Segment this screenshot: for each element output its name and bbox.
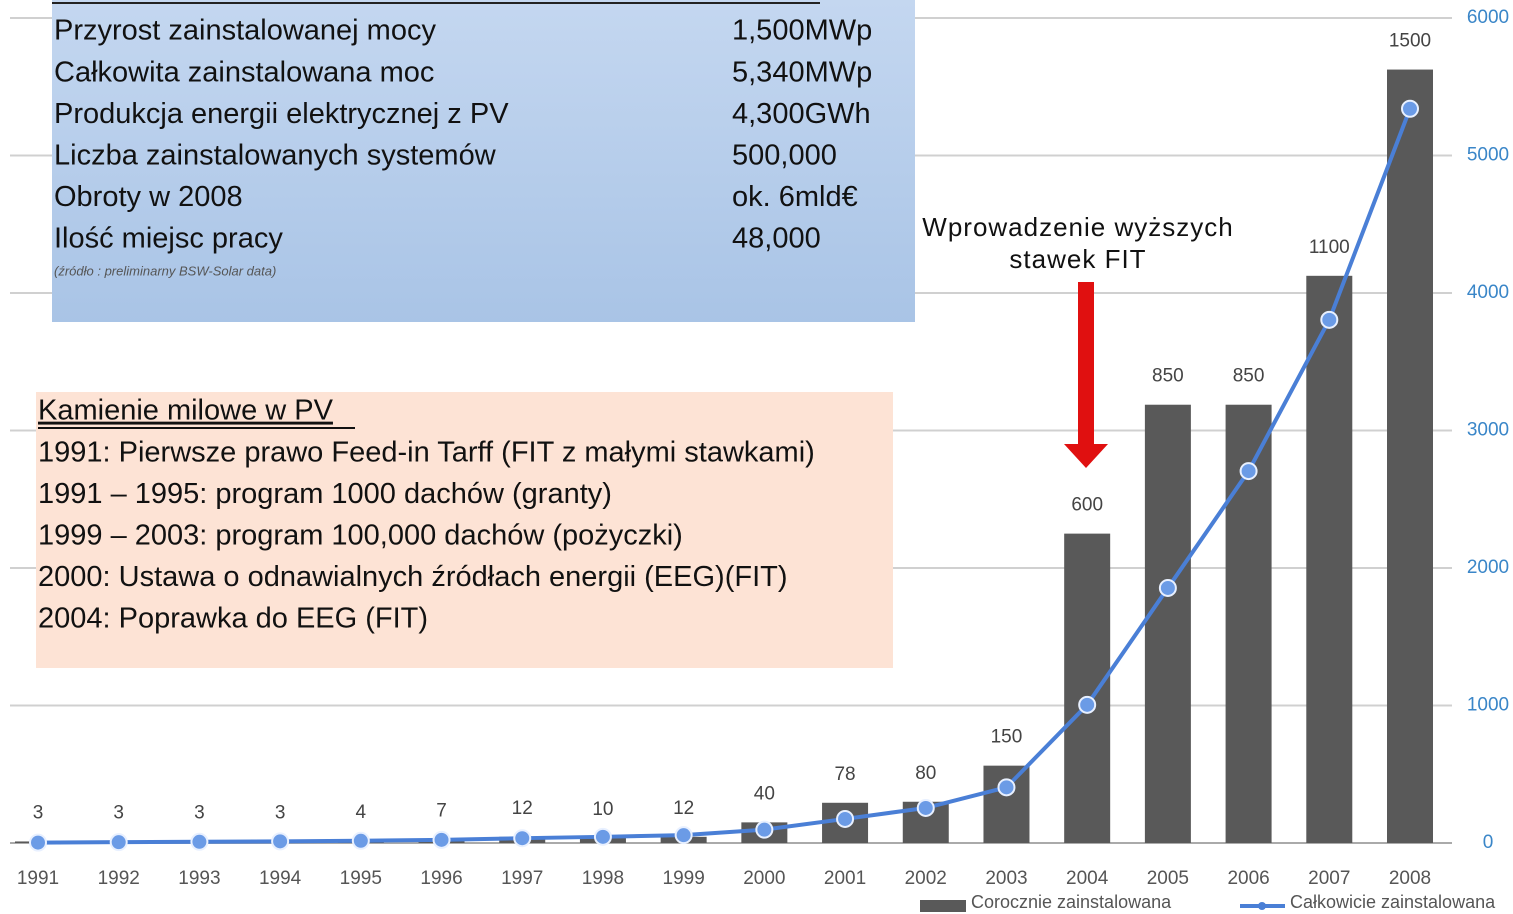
line-marker [513,829,532,848]
x-tick-label: 1993 [178,868,220,889]
table-label: Ilość miejsc pracy [54,223,283,255]
table-value: 4,300GWh [732,98,871,130]
value-label: 3 [33,802,44,823]
line-marker [593,827,612,846]
value-label: 1500 [1389,31,1431,52]
value-label: 850 [1152,366,1184,387]
x-tick-label: 2007 [1308,868,1350,889]
bar [1144,404,1191,843]
x-tick-label: 2006 [1227,868,1269,889]
line-marker [1158,578,1177,597]
value-label: 12 [673,798,694,819]
bar [1064,533,1111,843]
value-label: 78 [834,764,855,785]
legend-label: Całkowicie zainstalowana [1290,892,1496,912]
table-value: ok. 6mld€ [732,181,858,213]
x-tick-label: 2004 [1066,868,1109,889]
value-label: 150 [991,727,1023,748]
milestones-title: Kamienie milowe w PV [38,395,334,427]
milestone: 2000: Ustawa o odnawialnych źródłach ene… [38,561,788,593]
y2-tick-label: 4000 [1467,282,1509,303]
table-value: 1,500MWp [732,15,872,47]
value-label: 850 [1233,366,1265,387]
bar [983,765,1030,843]
value-label: 3 [194,802,205,823]
summary-box [52,0,915,322]
value-label: 600 [1071,495,1103,516]
milestones-box [36,392,893,668]
legend-swatch [1258,902,1266,910]
legend-label: Corocznie zainstalowana [971,892,1172,912]
arrow-shaft [1078,282,1094,444]
line-marker [674,826,693,845]
line-marker [916,798,935,817]
bar [1387,69,1433,843]
value-label: 3 [275,802,286,823]
bar [1306,275,1353,843]
value-label: 7 [436,800,447,821]
line-marker [109,833,128,852]
value-label: 80 [915,763,936,784]
y2-tick-label: 6000 [1467,7,1509,28]
x-tick-label: 1997 [501,868,543,889]
annotation: stawek FIT [1009,244,1146,274]
line-marker [351,831,370,850]
x-tick-label: 2008 [1389,868,1431,889]
line-marker [271,832,290,851]
x-tick-label: 2000 [743,868,785,889]
milestone: 2004: Poprawka do EEG (FIT) [38,603,428,635]
legend-swatch [920,900,966,912]
x-tick-label: 1994 [259,868,302,889]
x-tick-label: 1996 [420,868,462,889]
y2-tick-label: 2000 [1467,557,1509,578]
line-marker [1401,99,1419,118]
x-tick-label: 1995 [340,868,382,889]
x-tick-label: 2005 [1147,868,1189,889]
table-label: Całkowita zainstalowana moc [54,56,434,88]
value-label: 1100 [1309,237,1350,258]
arrow-head [1064,444,1108,468]
x-tick-label: 1998 [582,868,624,889]
y2-tick-label: 1000 [1467,695,1509,716]
table-value: 48,000 [732,223,821,255]
milestone: 1991 – 1995: program 1000 dachów (granty… [38,478,612,510]
value-label: 4 [356,802,367,823]
x-tick-label: 1999 [663,868,705,889]
line-marker [190,832,209,851]
table-label: Obroty w 2008 [54,181,243,213]
value-label: 10 [592,799,613,820]
table-label: Produkcja energii elektrycznej z PV [54,98,509,130]
y2-tick-label: 3000 [1467,420,1509,441]
value-label: 12 [512,798,533,819]
source-note: (źródło : preliminarny BSW-Solar data) [54,263,276,278]
table-value: 5,340MWp [732,56,872,88]
line-marker [1239,462,1258,481]
milestone: 1991: Pierwsze prawo Feed-in Tarff (FIT … [38,437,815,469]
x-tick-label: 1991 [17,868,59,889]
y2-tick-label: 5000 [1467,145,1509,166]
line-marker [997,778,1016,797]
line-marker [29,833,47,852]
line-marker [836,809,855,828]
line-marker [432,830,451,849]
table-value: 500,000 [732,139,837,171]
line [37,108,1412,845]
table-label: Przyrost zainstalowanej mocy [54,15,436,47]
line-marker [755,820,774,839]
value-label: 3 [113,802,124,823]
x-tick-label: 2001 [824,868,866,889]
x-tick-label: 2002 [905,868,947,889]
milestone: 1999 – 2003: program 100,000 dachów (poż… [38,520,683,552]
annotation: Wprowadzenie wyższych [922,212,1233,242]
y2-tick-label: 0 [1483,832,1494,853]
value-label: 40 [754,783,775,804]
table-label: Liczba zainstalowanych systemów [54,139,497,171]
x-tick-label: 1992 [98,868,140,889]
line-marker [1320,310,1339,329]
x-tick-label: 2003 [985,868,1027,889]
line-marker [1078,695,1097,714]
